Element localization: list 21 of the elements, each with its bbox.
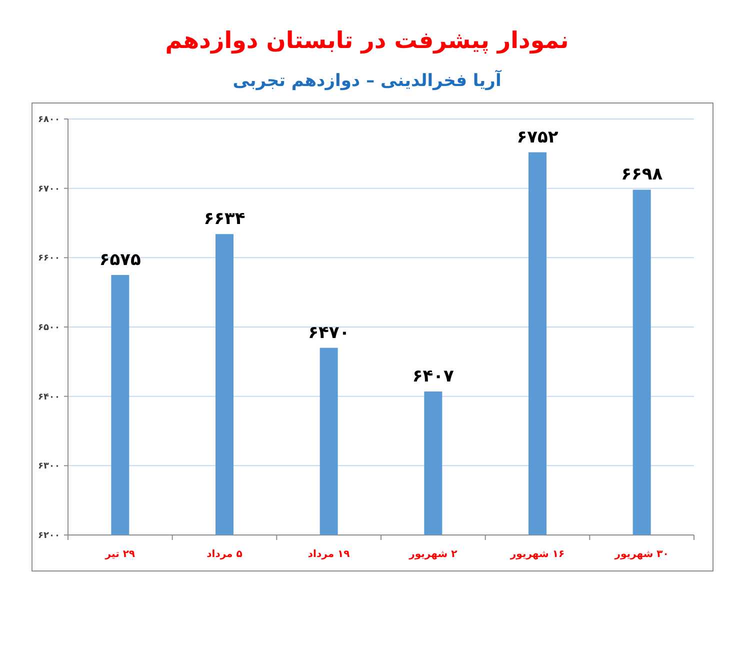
y-tick-label: ۶۷۰۰: [38, 184, 60, 194]
x-tick-label: ۲۹ تیر: [104, 549, 136, 560]
x-tick-label: ۳۰ شهریور: [614, 549, 669, 560]
data-label: ۶۵۷۵: [99, 250, 141, 270]
x-tick-label: ۲ شهریور: [408, 549, 458, 560]
y-tick-label: ۶۳۰۰: [38, 462, 60, 472]
data-label: ۶۴۰۷: [412, 366, 455, 386]
y-tick-label: ۶۵۰۰: [38, 323, 60, 333]
data-label: ۶۶۹۸: [621, 164, 664, 185]
x-tick-label: ۱۹ مرداد: [308, 549, 350, 560]
y-tick-label: ۶۶۰۰: [38, 254, 60, 264]
data-label: ۶۷۵۲: [516, 127, 559, 148]
data-label: ۶۶۳۴: [204, 209, 246, 230]
chart-title: نمودار پیشرفت در تابستان دوازدهم: [165, 28, 569, 54]
data-label: ۶۴۷۰: [308, 322, 350, 343]
x-tick-label: ۵ مرداد: [206, 549, 242, 560]
y-tick-label: ۶۴۰۰: [38, 392, 60, 402]
chart-subtitle: آریا فخرالدینی – دوازدهم تجربی: [232, 69, 502, 91]
y-tick-label: ۶۸۰۰: [38, 115, 60, 125]
y-tick-label: ۶۲۰۰: [38, 531, 60, 541]
x-tick-label: ۱۶ شهریور: [509, 549, 565, 560]
